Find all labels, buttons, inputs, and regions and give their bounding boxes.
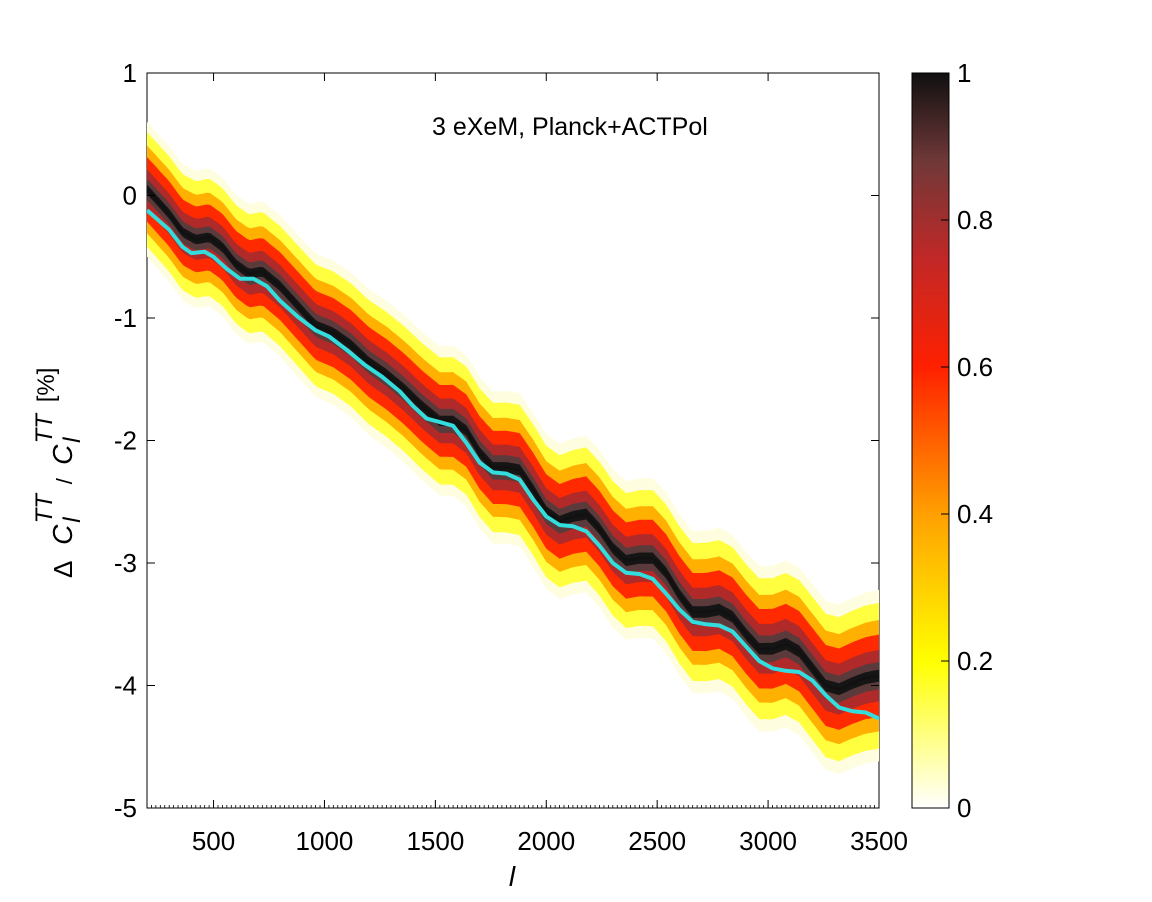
y-label-sub2: l xyxy=(59,437,86,443)
series-lines xyxy=(147,188,879,721)
y-label-unit: [%] xyxy=(33,368,60,403)
x-tick-label: 2000 xyxy=(517,826,575,856)
colorbar-axis: 1 0.8 0.6 0.4 0.2 0 xyxy=(941,58,993,823)
x-axis: 500 1000 1500 2000 2500 3000 3500 xyxy=(146,73,908,856)
colorbar-tick-label: 0.6 xyxy=(957,352,993,382)
y-label-c2: C xyxy=(47,444,78,465)
x-tick-label: 1500 xyxy=(406,826,464,856)
y-label-sup2: TT xyxy=(31,412,58,444)
y-tick-label: -1 xyxy=(114,303,137,333)
x-tick-label: 3000 xyxy=(739,826,797,856)
x-tick-label: 3500 xyxy=(850,826,908,856)
colorbar-tick-label: 0.2 xyxy=(957,646,993,676)
y-tick-label: -5 xyxy=(114,793,137,823)
y-label-c1: C xyxy=(47,524,78,545)
y-label-sub1: l xyxy=(59,517,86,523)
colorbar-tick-label: 1 xyxy=(957,58,971,88)
band-red xyxy=(147,157,879,730)
colorbar xyxy=(911,72,950,809)
x-tick-label: 2500 xyxy=(628,826,686,856)
x-tick-label: 1000 xyxy=(296,826,354,856)
band-brown xyxy=(147,178,879,703)
y-tick-label: -2 xyxy=(114,426,137,456)
y-tick-label: 1 xyxy=(123,58,137,88)
x-tick-label: 500 xyxy=(192,826,235,856)
colorbar-tick-label: 0.8 xyxy=(957,205,993,235)
y-label-delta: Δ xyxy=(48,561,78,578)
y-axis-label: Δ C TT l / C TT l [%] xyxy=(28,368,86,578)
colorbar-tick-label: 0 xyxy=(957,793,971,823)
black-ridge-line xyxy=(147,188,879,691)
y-tick-label: -3 xyxy=(114,548,137,578)
y-label-slash: / xyxy=(52,477,77,484)
x-axis-label: l xyxy=(509,861,516,892)
plot-annotation: 3 eXeM, Planck+ACTPol xyxy=(432,113,708,141)
cyan-bestfit-line xyxy=(147,208,879,721)
y-label-sup1: TT xyxy=(31,492,58,524)
y-tick-label: 0 xyxy=(123,181,137,211)
colorbar-tick-label: 0.4 xyxy=(957,499,993,529)
y-axis: 1 0 -1 -2 -3 -4 -5 xyxy=(114,58,879,823)
y-tick-label: -4 xyxy=(114,671,137,701)
svg-text:Δ C TT l: Δ C TT l / C TT l [%] xyxy=(28,368,86,578)
